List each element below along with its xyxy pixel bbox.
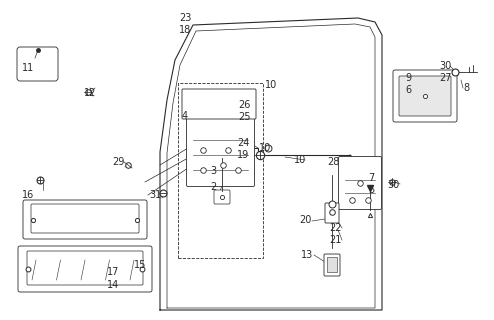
Text: 19: 19 (237, 150, 249, 160)
FancyBboxPatch shape (214, 190, 230, 204)
Text: 3: 3 (210, 166, 216, 176)
Text: 29: 29 (112, 157, 124, 167)
Text: 4: 4 (182, 111, 188, 121)
Text: 12: 12 (84, 88, 96, 98)
Text: 6: 6 (405, 85, 411, 95)
Text: 21: 21 (329, 235, 341, 245)
Text: 10: 10 (265, 80, 277, 90)
Text: 25: 25 (238, 112, 250, 122)
Text: 13: 13 (301, 250, 313, 260)
FancyBboxPatch shape (182, 89, 256, 119)
Text: 17: 17 (107, 267, 119, 277)
Text: 23: 23 (179, 13, 191, 23)
Text: 16: 16 (22, 190, 34, 200)
Text: 10: 10 (294, 155, 306, 165)
Text: 24: 24 (237, 138, 249, 148)
Text: 5: 5 (368, 185, 374, 195)
Text: 31: 31 (149, 190, 161, 200)
Text: 18: 18 (179, 25, 191, 35)
Text: 20: 20 (299, 215, 311, 225)
FancyBboxPatch shape (338, 156, 381, 210)
Text: 11: 11 (22, 63, 34, 73)
Text: 30: 30 (387, 180, 399, 190)
Text: 10: 10 (259, 143, 271, 153)
Text: 8: 8 (463, 83, 469, 93)
Bar (327, 257, 337, 272)
FancyBboxPatch shape (17, 47, 58, 81)
Text: 15: 15 (134, 260, 146, 270)
FancyBboxPatch shape (27, 251, 143, 285)
FancyBboxPatch shape (31, 204, 139, 233)
Text: 9: 9 (405, 73, 411, 83)
Text: 14: 14 (107, 280, 119, 290)
Text: 27: 27 (439, 73, 451, 83)
Text: 22: 22 (329, 223, 341, 233)
FancyBboxPatch shape (399, 76, 451, 116)
FancyBboxPatch shape (18, 246, 152, 292)
FancyBboxPatch shape (23, 200, 147, 239)
FancyBboxPatch shape (325, 203, 339, 223)
Text: 28: 28 (327, 157, 339, 167)
Text: 26: 26 (238, 100, 250, 110)
FancyBboxPatch shape (324, 254, 340, 276)
FancyBboxPatch shape (187, 114, 254, 187)
Text: 30: 30 (439, 61, 451, 71)
FancyBboxPatch shape (393, 70, 457, 122)
Text: 2: 2 (210, 182, 216, 192)
Bar (178, 83, 263, 258)
Text: 7: 7 (368, 173, 374, 183)
